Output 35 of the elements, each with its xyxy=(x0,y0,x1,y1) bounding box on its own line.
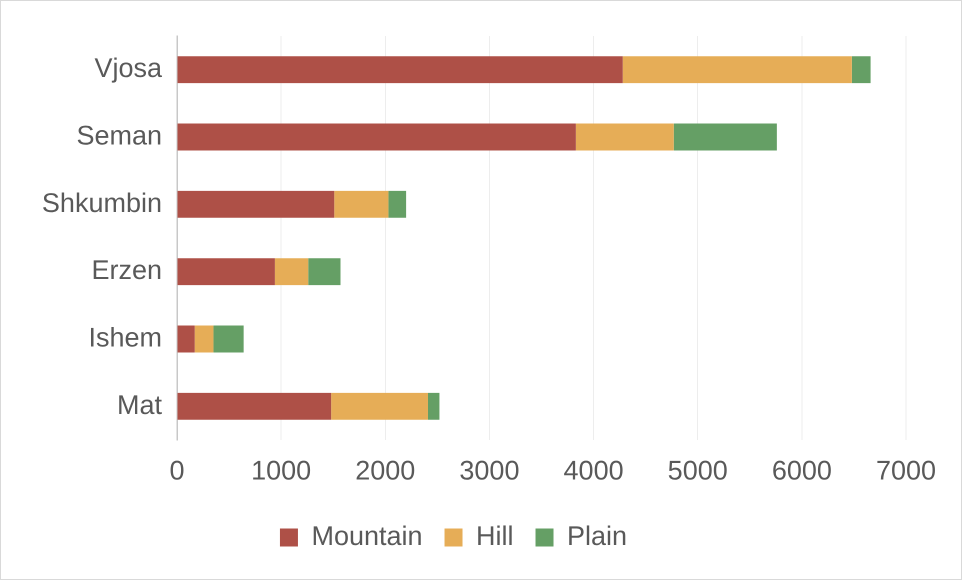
x-tick-label: 0 xyxy=(169,456,185,486)
x-tick-label: 7000 xyxy=(876,456,936,486)
bar xyxy=(178,326,195,352)
x-tick-label: 6000 xyxy=(772,456,832,486)
bar xyxy=(622,56,852,84)
bar xyxy=(428,392,440,420)
y-tick-label: Shkumbin xyxy=(42,188,162,218)
x-tick-label: 5000 xyxy=(668,456,728,486)
bar xyxy=(331,392,428,420)
bar xyxy=(178,258,275,286)
bar xyxy=(334,190,388,218)
x-tick-label: 3000 xyxy=(459,456,520,486)
bar xyxy=(178,124,576,150)
legend-label: Mountain xyxy=(311,520,423,551)
bar xyxy=(576,124,674,150)
legend-label: Plain xyxy=(567,520,628,551)
y-tick-label: Erzen xyxy=(91,255,162,286)
y-tick-label: Seman xyxy=(76,120,162,150)
bar xyxy=(178,190,334,218)
bar xyxy=(213,326,244,352)
bar xyxy=(178,56,623,84)
y-tick-label: Ishem xyxy=(88,322,162,352)
x-tick-label: 2000 xyxy=(355,456,416,486)
y-tick-label: Mat xyxy=(116,390,162,420)
bar xyxy=(178,392,332,420)
x-tick-label: 1000 xyxy=(251,456,312,486)
bar xyxy=(194,326,214,352)
bar xyxy=(674,124,777,150)
bar xyxy=(388,190,406,218)
bar xyxy=(852,56,871,84)
bar xyxy=(308,258,341,286)
y-tick-label: Vjosa xyxy=(94,53,163,84)
bar xyxy=(274,258,308,286)
legend-label: Hill xyxy=(476,520,514,551)
x-tick-label: 4000 xyxy=(564,456,624,486)
